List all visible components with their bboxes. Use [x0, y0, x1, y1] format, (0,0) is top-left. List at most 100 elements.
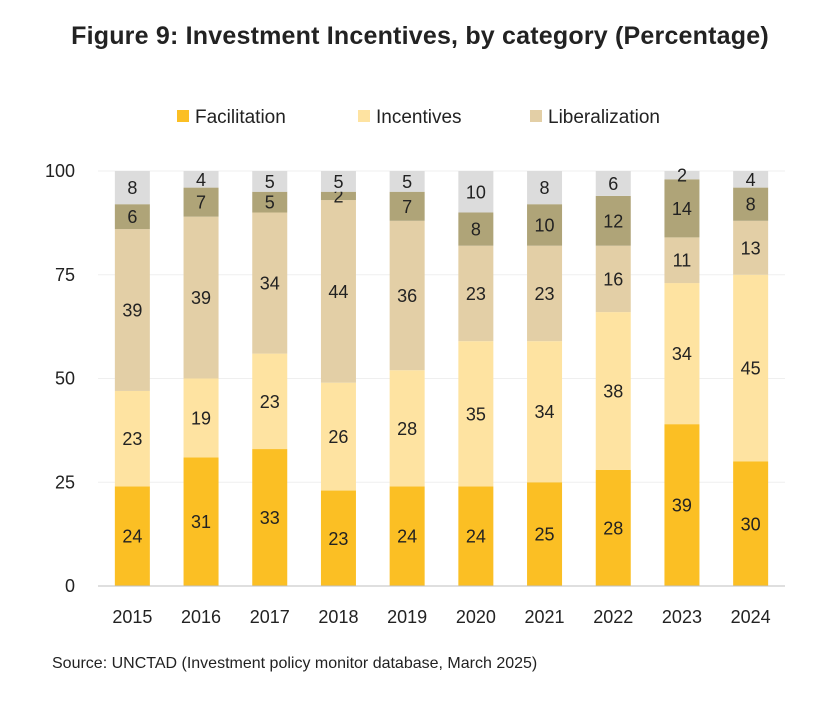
bar-segment-2016-series-4	[183, 187, 219, 217]
data-label-2024-series-4: 8	[746, 195, 756, 215]
bar-segment-2015-series-5	[114, 171, 150, 205]
data-label-2023-series-1: 39	[672, 496, 692, 516]
bars: 2423396831193974332334552326442524283675…	[114, 166, 769, 586]
data-label-2019-series-4: 7	[402, 197, 412, 217]
bar-segment-2015-series-2	[114, 390, 150, 487]
x-tick-label-2018: 2018	[318, 607, 358, 627]
legend-swatch-facilitation	[177, 110, 189, 122]
data-label-2015-series-2: 23	[122, 429, 142, 449]
legend-label-facilitation: Facilitation	[195, 107, 286, 128]
bar-segment-2016-series-3	[183, 216, 219, 379]
data-label-2024-series-1: 30	[741, 514, 761, 534]
data-label-2019-series-1: 24	[397, 527, 417, 547]
data-label-2024-series-5: 4	[746, 170, 756, 190]
x-tick-label-2024: 2024	[731, 607, 771, 627]
bar-segment-2024-series-5	[733, 171, 769, 188]
x-tick-label-2021: 2021	[525, 607, 565, 627]
data-label-2017-series-3: 34	[260, 274, 280, 294]
data-label-2022-series-1: 28	[603, 518, 623, 538]
bar-segment-2021-series-5	[527, 171, 563, 205]
bar-stack-2019: 24 28 36 7 5	[389, 171, 425, 586]
data-label-2020-series-2: 35	[466, 404, 486, 424]
data-label-2024-series-2: 45	[741, 359, 761, 379]
bar-stack-2020: 24 35 23 8 10	[458, 171, 494, 586]
data-label-2017-series-4: 5	[265, 193, 275, 213]
data-label-2018-series-4: 2	[333, 186, 343, 206]
bar-segment-2019-series-1	[389, 486, 425, 586]
data-label-2023-series-5: 2	[677, 166, 687, 186]
bar-segment-2018-series-5	[320, 171, 356, 192]
x-tick-label-2015: 2015	[112, 607, 152, 627]
bar-segment-2017-series-2	[252, 353, 288, 450]
bar-segment-2024-series-4	[733, 187, 769, 221]
data-label-2018-series-5: 5	[333, 172, 343, 192]
bar-segment-2022-series-2	[595, 312, 631, 470]
x-tick-label-2023: 2023	[662, 607, 702, 627]
bar-segment-2020-series-2	[458, 341, 494, 487]
data-label-2018-series-2: 26	[328, 427, 348, 447]
bar-segment-2019-series-4	[389, 191, 425, 221]
data-label-2023-series-3: 11	[673, 251, 692, 271]
bar-segment-2023-series-4	[664, 179, 700, 238]
bar-stack-2018: 23 26 44 25	[320, 171, 356, 586]
legend-swatch-liberalization	[530, 110, 542, 122]
data-label-2022-series-5: 6	[608, 174, 618, 194]
data-label-2016-series-1: 31	[191, 512, 211, 532]
bar-segment-2023-series-1	[664, 424, 700, 586]
data-label-2020-series-4: 8	[471, 220, 481, 240]
bar-segment-2023-series-3	[664, 237, 700, 284]
y-axis-ticks: 0 25 50 75 100	[45, 161, 75, 596]
x-tick-label-2022: 2022	[593, 607, 633, 627]
bar-segment-2022-series-5	[595, 171, 631, 196]
bar-stack-2023: 39 34 11 14 2	[664, 166, 700, 586]
bar-segment-2017-series-4	[252, 191, 288, 213]
bar-segment-2021-series-2	[527, 341, 563, 483]
data-label-2020-series-3: 23	[466, 284, 486, 304]
bar-segment-2024-series-3	[733, 220, 769, 275]
x-tick-label-2020: 2020	[456, 607, 496, 627]
bar-segment-2018-series-3	[320, 200, 356, 383]
legend-label-liberalization: Liberalization	[548, 107, 660, 128]
legend-label-incentives: Incentives	[376, 107, 462, 128]
data-label-2016-series-4: 7	[196, 193, 206, 213]
bar-stack-2022: 28 38 16 12 6	[595, 171, 631, 586]
bar-stack-2017: 33 23 34 55	[252, 171, 288, 586]
data-label-2023-series-2: 34	[672, 344, 692, 364]
data-label-2022-series-2: 38	[603, 381, 623, 401]
x-tick-label-2019: 2019	[387, 607, 427, 627]
bar-segment-2019-series-5	[389, 171, 425, 192]
data-label-2021-series-2: 34	[535, 402, 555, 422]
y-tick-label: 0	[65, 576, 75, 596]
data-label-2022-series-4: 12	[603, 211, 623, 231]
bar-segment-2019-series-2	[389, 370, 425, 487]
y-tick-label: 75	[55, 265, 75, 285]
bar-segment-2020-series-1	[458, 486, 494, 586]
data-label-2023-series-4: 14	[672, 199, 692, 219]
y-tick-label: 100	[45, 161, 75, 181]
y-tick-label: 25	[55, 472, 75, 492]
bar-segment-2020-series-3	[458, 245, 494, 342]
bar-segment-2015-series-4	[114, 204, 150, 230]
x-tick-label-2016: 2016	[181, 607, 221, 627]
data-label-2018-series-1: 23	[328, 529, 348, 549]
data-label-2021-series-1: 25	[535, 525, 555, 545]
y-tick-label: 50	[55, 369, 75, 389]
data-label-2019-series-3: 36	[397, 286, 417, 306]
x-axis: 2015 2016 2017 2018 2019 2020 2021 2022 2023 2024	[98, 585, 785, 627]
bar-segment-2024-series-2	[733, 274, 769, 462]
data-label-2016-series-3: 39	[191, 288, 211, 308]
data-label-2020-series-1: 24	[466, 527, 486, 547]
bar-segment-2022-series-3	[595, 245, 631, 313]
bar-segment-2016-series-2	[183, 378, 219, 458]
data-label-2015-series-5: 8	[127, 178, 137, 198]
data-label-2022-series-3: 16	[603, 269, 623, 289]
bar-segment-2020-series-5	[458, 171, 494, 213]
bar-stack-2024: 30 45 13 8 4	[733, 170, 769, 586]
data-label-2015-series-1: 24	[122, 527, 142, 547]
x-tick-label-2017: 2017	[250, 607, 290, 627]
bar-segment-2017-series-1	[252, 449, 288, 586]
bar-segment-2018-series-4	[320, 191, 356, 201]
bar-segment-2023-series-5	[664, 171, 700, 180]
source-note: Source: UNCTAD (Investment policy monito…	[52, 655, 538, 672]
